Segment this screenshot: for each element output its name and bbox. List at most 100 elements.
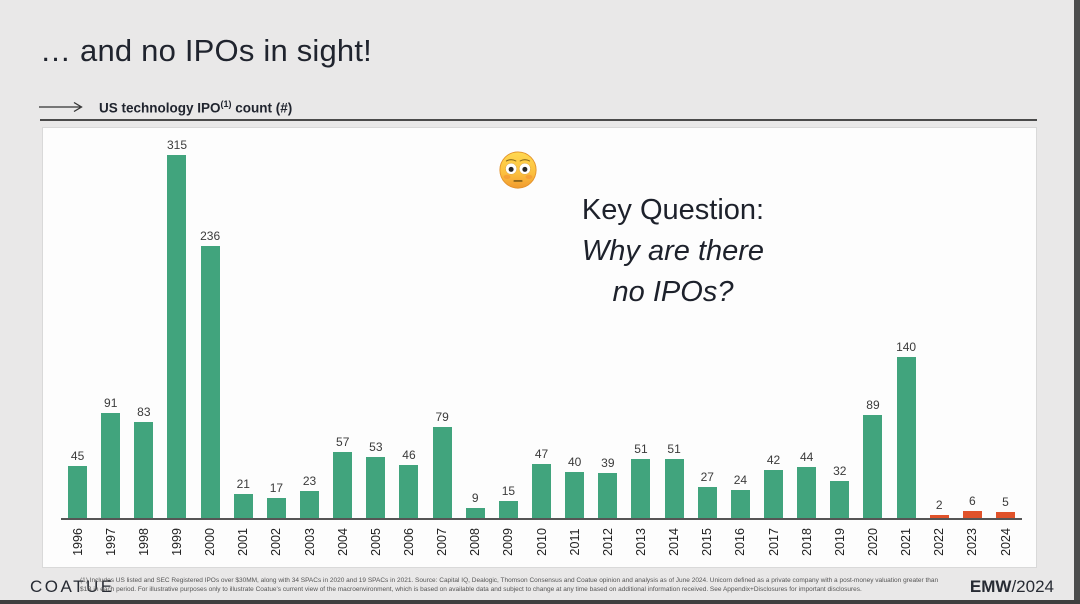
- bar-value-label: 9: [471, 491, 479, 505]
- x-axis-tick-2007: 2007: [426, 520, 459, 563]
- year-label: 2014: [667, 528, 682, 557]
- bar-column-2024: 5: [989, 126, 1022, 518]
- key-question-block: Key Question: Why are there no IPOs?: [463, 190, 883, 313]
- bar-column-2001: 21: [227, 126, 260, 518]
- year-label: 2006: [401, 528, 416, 557]
- x-axis-tick-2001: 2001: [227, 520, 260, 563]
- bar: [565, 472, 585, 518]
- key-question-line-3: no IPOs?: [612, 276, 734, 308]
- bar-column-1999: 315: [160, 126, 193, 518]
- bar: [996, 512, 1015, 518]
- bar-column-2023: 6: [956, 126, 989, 518]
- year-label: 2010: [534, 528, 549, 557]
- year-label: 2005: [368, 528, 383, 557]
- bar: [631, 459, 651, 518]
- x-axis-tick-2022: 2022: [923, 520, 956, 563]
- bar-value-label: 17: [269, 481, 284, 495]
- chart-subtitle-row: US technology IPO(1) count (#): [38, 99, 292, 116]
- right-arrow-icon: [39, 102, 83, 113]
- chart-subtitle-suffix: count (#): [231, 100, 293, 116]
- disclaimer-line-2: $1B in each period. For illustrative pur…: [80, 585, 862, 593]
- bar-column-2007: 79: [426, 126, 459, 518]
- key-question-heading: Key Question:: [581, 194, 765, 226]
- bar-value-label: 53: [369, 440, 383, 454]
- year-label: 2021: [899, 528, 914, 557]
- x-axis-tick-2011: 2011: [558, 520, 591, 563]
- bar-column-2009: 15: [492, 126, 525, 518]
- bar-value-label: 2: [935, 498, 943, 512]
- year-label: 2004: [335, 528, 350, 557]
- bar-value-label: 39: [601, 456, 615, 470]
- bar-value-label: 79: [435, 410, 449, 424]
- x-axis-tick-2014: 2014: [658, 520, 691, 563]
- x-axis-tick-2016: 2016: [724, 520, 757, 563]
- bar-value-label: 32: [833, 464, 847, 478]
- bar-column-1998: 83: [127, 126, 160, 518]
- x-axis-tick-2015: 2015: [691, 520, 724, 563]
- x-axis-tick-2012: 2012: [591, 520, 624, 563]
- year-label: 2024: [998, 528, 1013, 557]
- bar-column-2015: 27: [691, 126, 724, 518]
- year-label: 2023: [965, 528, 980, 557]
- bar-column-2011: 40: [558, 126, 591, 518]
- bar: [200, 246, 220, 518]
- bar-value-label: 42: [766, 453, 781, 467]
- x-axis-tick-2000: 2000: [194, 520, 227, 563]
- screen-bottom-edge: [0, 600, 1080, 604]
- bars-row: 45 91 83 315 236 21 17 23 57 53 46 79 9 15 47 40 39 51 51 2…: [61, 126, 1022, 518]
- year-label: 1997: [103, 528, 118, 557]
- bar: [366, 457, 386, 518]
- bar-value-label: 46: [402, 448, 416, 462]
- bar: [764, 470, 784, 518]
- bar-value-label: 315: [166, 138, 187, 152]
- bar-value-label: 40: [568, 455, 582, 469]
- bar-value-label: 5: [1002, 495, 1009, 509]
- x-axis-tick-2017: 2017: [757, 520, 790, 563]
- bar-value-label: 57: [336, 435, 350, 449]
- x-axis-tick-2021: 2021: [890, 520, 923, 563]
- bar-column-2000: 236: [194, 126, 227, 518]
- emw-2024-stamp: EMW/2024: [970, 577, 1054, 597]
- bar-value-label: 15: [501, 484, 516, 498]
- page-title: … and no IPOs in sight!: [40, 33, 372, 68]
- year-label: 1998: [136, 528, 151, 557]
- year-label: 2003: [302, 528, 317, 557]
- x-axis: 1996 1997 1998 1999 2000 2001 2002 2003 2004 2005…: [61, 518, 1022, 563]
- bar: [797, 467, 817, 518]
- bar-value-label: 140: [896, 340, 917, 354]
- year-label: 2020: [865, 528, 880, 557]
- x-axis-tick-2003: 2003: [293, 520, 326, 563]
- bar: [432, 427, 452, 518]
- bar-value-label: 51: [634, 442, 648, 456]
- bar-column-1997: 91: [94, 126, 127, 518]
- bar: [697, 487, 717, 518]
- x-axis-tick-2018: 2018: [790, 520, 823, 563]
- key-question-line-2: Why are there: [581, 235, 765, 267]
- bar-value-label: 23: [302, 474, 317, 488]
- x-axis-tick-1997: 1997: [94, 520, 127, 563]
- year-label: 2015: [700, 528, 715, 557]
- bar-column-2002: 17: [260, 126, 293, 518]
- bar-value-label: 27: [700, 470, 714, 484]
- bar-column-2020: 89: [856, 126, 889, 518]
- chart-subtitle-text: US technology IPO: [99, 100, 221, 116]
- bar-value-label: 91: [104, 396, 118, 410]
- header-divider: [40, 119, 1037, 121]
- bar: [266, 498, 286, 518]
- bar-value-label: 21: [236, 477, 250, 491]
- bar: [300, 491, 320, 518]
- bar: [233, 494, 253, 518]
- bar-column-2004: 57: [326, 126, 359, 518]
- x-axis-tick-2020: 2020: [856, 520, 889, 563]
- bar: [962, 511, 982, 518]
- x-axis-tick-2005: 2005: [359, 520, 392, 563]
- bar: [929, 515, 949, 518]
- year-label: 2002: [269, 528, 284, 557]
- bar: [498, 501, 518, 518]
- bar: [532, 464, 552, 518]
- bar-column-2022: 2: [923, 126, 956, 518]
- bar: [68, 466, 88, 518]
- bar-chart: 45 91 83 315 236 21 17 23 57 53 46 79 9 15 47 40 39 51 51 2…: [61, 128, 1022, 563]
- x-axis-tick-2024: 2024: [989, 520, 1022, 563]
